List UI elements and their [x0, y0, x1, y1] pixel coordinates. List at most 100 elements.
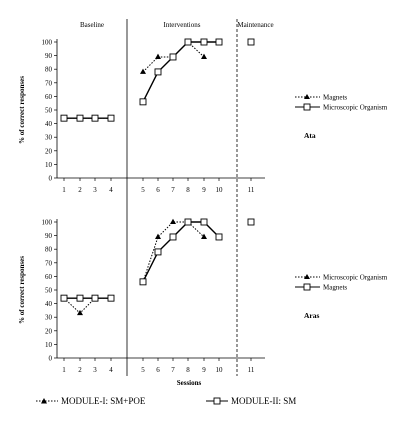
legend-marker-triangle: [304, 94, 310, 99]
y-tick-label: 20: [45, 327, 53, 335]
x-tick-label: 5: [141, 366, 145, 374]
data-point-square: [76, 294, 84, 302]
series-line: [63, 297, 111, 314]
y-tick-label: 80: [45, 66, 53, 74]
x-axis-title: Sessions: [177, 379, 202, 387]
x-tick-label: 5: [141, 186, 145, 194]
y-tick-label: 80: [45, 246, 53, 254]
data-point-triangle: [170, 218, 176, 224]
y-tick-label: 40: [45, 300, 53, 308]
data-point-triangle: [155, 233, 161, 239]
y-tick-label: 40: [45, 120, 53, 128]
data-point-square: [60, 114, 68, 122]
module1-triangle-marker: [41, 398, 47, 404]
data-point-square: [200, 218, 208, 226]
y-tick-label: 70: [45, 79, 53, 87]
series-line: [142, 221, 205, 282]
legend-marker-square: [303, 103, 311, 111]
x-tick-label: 8: [186, 186, 190, 194]
module-legend-symbols: [36, 397, 228, 405]
x-tick-label: 7: [171, 366, 175, 374]
data-point-triangle: [140, 68, 146, 74]
y-tick-label: 50: [45, 287, 53, 295]
y-axis-title: % of correct responses: [18, 256, 26, 324]
y-tick-label: 100: [42, 39, 53, 47]
data-point-square: [169, 53, 177, 61]
legend-label: Magnets: [323, 94, 347, 102]
data-point-square: [215, 233, 223, 241]
y-tick-label: 70: [45, 259, 53, 267]
x-tick-label: 8: [186, 366, 190, 374]
series-line: [142, 221, 220, 283]
x-tick-label: 4: [109, 186, 113, 194]
phase-label-3: Maintenance: [237, 21, 273, 29]
x-tick-label: 6: [156, 366, 160, 374]
x-tick-label: 7: [171, 186, 175, 194]
x-tick-label: 11: [248, 186, 255, 194]
x-tick-label: 10: [216, 366, 224, 374]
data-point-square: [107, 114, 115, 122]
data-point-square: [184, 218, 192, 226]
x-tick-label: 4: [109, 366, 113, 374]
data-point-square: [247, 38, 255, 46]
legend-label: Magnets: [323, 284, 347, 292]
x-tick-label: 10: [216, 186, 224, 194]
participant-label: Ata: [304, 131, 316, 140]
data-point-square: [169, 233, 177, 241]
data-point-square: [91, 114, 99, 122]
y-axis-title: % of correct responses: [18, 76, 26, 144]
x-tick-label: 3: [93, 366, 97, 374]
y-tick-label: 100: [42, 219, 53, 227]
data-point-triangle: [201, 53, 207, 59]
data-point-triangle: [155, 53, 161, 59]
module1-label: MODULE-I: SM+POE: [61, 396, 146, 406]
legend-marker-square: [303, 283, 311, 291]
x-tick-label: 9: [202, 186, 206, 194]
y-tick-label: 50: [45, 107, 53, 115]
legend-label: Microscopic Organism: [323, 274, 388, 282]
y-tick-label: 90: [45, 232, 53, 240]
x-tick-label: 3: [93, 186, 97, 194]
data-point-square: [139, 278, 147, 286]
y-tick-label: 10: [45, 341, 53, 349]
legend-marker-triangle: [304, 274, 310, 279]
y-tick-label: 30: [45, 134, 53, 142]
x-tick-label: 9: [202, 366, 206, 374]
data-point-triangle: [77, 309, 83, 316]
y-tick-label: 10: [45, 161, 53, 169]
data-point-square: [60, 294, 68, 302]
data-point-square: [247, 218, 255, 226]
data-point-square: [154, 248, 162, 256]
y-tick-label: 20: [45, 147, 53, 155]
data-point-square: [139, 98, 147, 106]
y-tick-label: 60: [45, 93, 53, 101]
data-point-square: [154, 68, 162, 76]
data-point-square: [215, 38, 223, 46]
x-tick-label: 1: [62, 366, 66, 374]
data-point-square: [76, 114, 84, 122]
y-tick-label: 0: [49, 355, 53, 363]
phase-label-2: Interventions: [164, 21, 201, 29]
phase-label-1: Baseline: [80, 21, 104, 29]
module2-label: MODULE-II: SM: [231, 396, 297, 406]
participant-label: Aras: [304, 311, 319, 320]
series-line: [142, 41, 219, 103]
data-point-square: [107, 294, 115, 302]
legend-label: Microscopic Organism: [323, 104, 388, 112]
x-tick-label: 6: [156, 186, 160, 194]
y-tick-label: 0: [49, 175, 53, 183]
x-tick-label: 2: [78, 366, 82, 374]
data-point-square: [91, 294, 99, 302]
x-tick-label: 1: [62, 186, 66, 194]
y-tick-label: 30: [45, 314, 53, 322]
x-tick-label: 11: [248, 366, 255, 374]
x-tick-label: 2: [78, 186, 82, 194]
y-tick-label: 60: [45, 273, 53, 281]
y-tick-label: 90: [45, 52, 53, 60]
module2-square-marker: [213, 397, 221, 405]
data-point-triangle: [201, 233, 207, 239]
data-point-square: [200, 38, 208, 46]
data-point-square: [184, 38, 192, 46]
module-legend: MODULE-I: SM+POE MODULE-II: SM: [34, 395, 374, 409]
